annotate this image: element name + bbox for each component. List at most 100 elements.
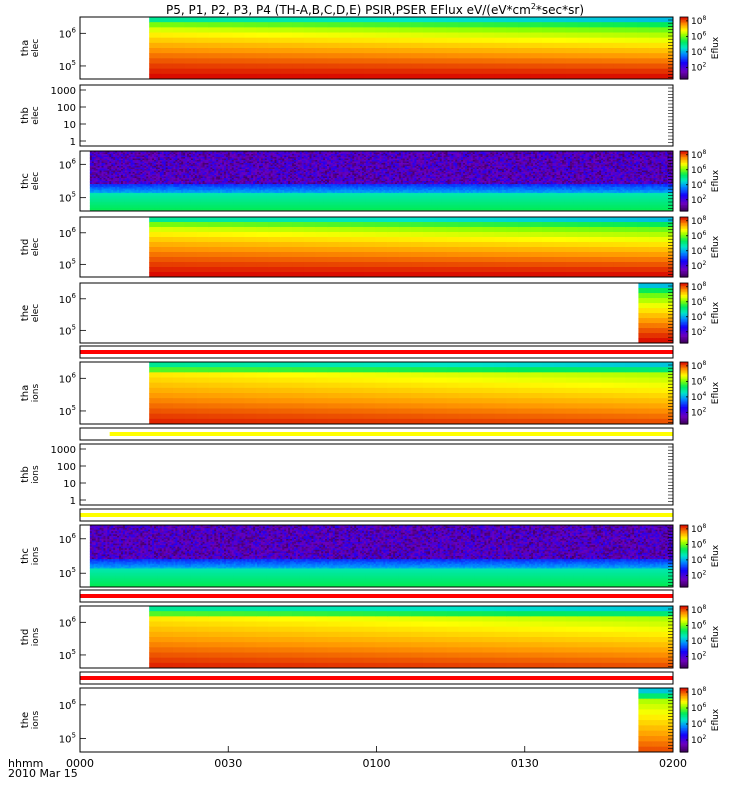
spectrogram-cell (185, 17, 197, 23)
spectrogram-cell (530, 43, 542, 49)
panel-label-probe: tha (20, 40, 31, 56)
spectrogram-cell (268, 58, 280, 64)
spectrogram-cell (304, 53, 316, 59)
spectrogram-cell (363, 48, 375, 54)
spectrogram-cell (590, 69, 602, 75)
spectrogram-cell (280, 43, 292, 49)
spectrogram-cell (661, 69, 673, 75)
spectrogram-cell (185, 43, 197, 49)
spectrogram-cell (316, 48, 328, 54)
spectrogram-cell (506, 17, 518, 23)
spectrogram-cell (423, 22, 435, 28)
spectrogram-cell (316, 58, 328, 64)
y-tick-label: 100 (57, 103, 76, 114)
spectrogram-cell (590, 33, 602, 39)
spectrogram-cell (209, 22, 221, 28)
spectrogram-cell (494, 53, 506, 59)
spectrogram-cell (316, 33, 328, 39)
spectrogram-cell (554, 69, 566, 75)
spectrogram-cell (625, 43, 637, 49)
spectrogram-cell (637, 43, 649, 49)
spectrogram-cell (423, 27, 435, 33)
spectrogram-cell (292, 69, 304, 75)
spectrogram-cell (602, 53, 614, 59)
spectrogram-cell (447, 22, 459, 28)
spectrogram-cell (471, 53, 483, 59)
spectrogram-cell (209, 53, 221, 59)
spectrogram-cell (185, 27, 197, 33)
spectrogram-cell (340, 53, 352, 59)
spectrogram-cell (304, 43, 316, 49)
spectrogram-cell (554, 53, 566, 59)
spectrogram-cell (518, 27, 530, 33)
spectrogram-cells (149, 17, 673, 80)
spectrogram-cell (554, 64, 566, 70)
spectrogram-cell (340, 33, 352, 39)
spectrogram-cell (328, 27, 340, 33)
spectrogram-cell (590, 53, 602, 59)
spectrogram-cell (387, 53, 399, 59)
spectrogram-cell (316, 27, 328, 33)
spectrogram-cell (280, 48, 292, 54)
spectrogram-cell (625, 27, 637, 33)
spectrogram-cell (292, 33, 304, 39)
spectrogram-cell (554, 58, 566, 64)
y-tick-label: 1000 (51, 86, 76, 97)
spectrogram-cell (185, 58, 197, 64)
panel-label-probe: thb (20, 107, 31, 124)
spectrogram-cell (578, 53, 590, 59)
spectrogram-cell (292, 48, 304, 54)
spectrogram-cell (506, 69, 518, 75)
colorbar-tick-base: 10 (691, 32, 703, 42)
spectrogram-cell (352, 27, 364, 33)
spectrogram-cell (649, 17, 661, 23)
spectrogram-cell (221, 33, 233, 39)
spectrogram-cell (256, 69, 268, 75)
spectrogram-cell (316, 64, 328, 70)
spectrogram-cell (352, 69, 364, 75)
spectrogram-cell (233, 22, 245, 28)
spectrogram-cell (244, 17, 256, 23)
spectrogram-cell (221, 43, 233, 49)
spectrogram-cell (506, 33, 518, 39)
spectrogram-cell (494, 58, 506, 64)
spectrogram-cell (173, 43, 185, 49)
spectrogram-cell (244, 64, 256, 70)
spectrogram-cell (613, 53, 625, 59)
spectrogram-cell (328, 43, 340, 49)
spectrogram-cell (637, 38, 649, 44)
spectrogram-cell (625, 69, 637, 75)
spectrogram-cell (328, 53, 340, 59)
spectrogram-cell (399, 22, 411, 28)
spectrogram-cell (661, 53, 673, 59)
spectrogram-cell (625, 64, 637, 70)
spectrogram-cell (578, 64, 590, 70)
spectrogram-cell (233, 43, 245, 49)
spectrogram-cell (506, 48, 518, 54)
spectrogram-cell (471, 69, 483, 75)
spectrogram-cell (244, 33, 256, 39)
spectrogram-cell (292, 27, 304, 33)
spectrogram-cell (375, 69, 387, 75)
spectrogram-cell (637, 17, 649, 23)
spectrogram-cell (447, 33, 459, 39)
spectrogram-cell (518, 58, 530, 64)
spectrogram-cell (352, 48, 364, 54)
spectrogram-cell (375, 17, 387, 23)
spectrogram-cell (435, 64, 447, 70)
spectrogram-cell (209, 58, 221, 64)
spectrogram-cell (578, 43, 590, 49)
spectrogram-cell (483, 48, 495, 54)
spectrogram-cell (340, 22, 352, 28)
spectrogram-cell (280, 69, 292, 75)
spectrogram-cell (613, 64, 625, 70)
spectrogram-cell (554, 27, 566, 33)
spectrogram-cell (483, 38, 495, 44)
spectrogram-cell (494, 38, 506, 44)
spectrogram-cell (483, 22, 495, 28)
spectrogram-cell (578, 58, 590, 64)
spectrogram-cell (483, 43, 495, 49)
spectrogram-cell (471, 33, 483, 39)
spectrogram-cell (173, 33, 185, 39)
